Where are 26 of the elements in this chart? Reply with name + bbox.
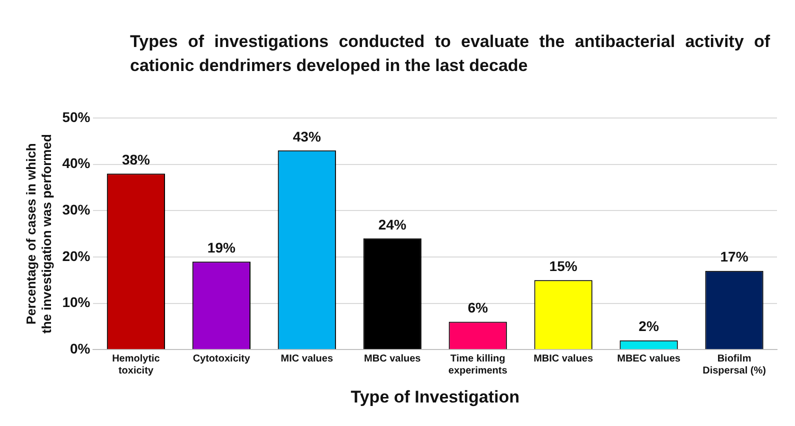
chart-title: Types of investigations conducted to evaluate the antibacterial activity of cationic dendrimers developed in the last decade — [130, 31, 770, 77]
x-tick-label: Cytotoxicity — [192, 353, 250, 364]
y-tick-label: 30% — [62, 202, 91, 218]
data-label: 38% — [122, 151, 151, 168]
data-label: 6% — [468, 300, 489, 316]
x-tick-label: Biofilm Dispersal (%) — [702, 353, 766, 376]
x-axis-title: Type of Investigation — [350, 387, 520, 406]
y-tick-label: 20% — [62, 248, 91, 264]
y-tick-label: 10% — [62, 294, 91, 310]
data-label: 43% — [292, 128, 322, 144]
x-tick-label: MBEC values — [617, 353, 681, 364]
data-label: 19% — [207, 239, 236, 256]
y-tick-label: 40% — [62, 155, 91, 172]
x-tick-label: Time killing experiments — [448, 353, 508, 376]
y-tick-label: 0% — [70, 340, 91, 356]
data-label: 17% — [720, 248, 749, 265]
bar — [363, 238, 422, 350]
x-tick-label: MIC values — [280, 353, 334, 364]
y-tick-label: 50% — [62, 108, 91, 125]
x-tick-label: MBIC values — [534, 353, 594, 364]
x-tick-label: Hemolytic toxicity — [112, 353, 160, 376]
data-label: 24% — [378, 216, 407, 232]
x-tick-label: MBC values — [364, 353, 422, 364]
y-axis-title: Percentage of cases in which the investigation was performed — [23, 134, 54, 334]
data-label: 2% — [638, 318, 660, 334]
data-label: 15% — [549, 258, 578, 274]
